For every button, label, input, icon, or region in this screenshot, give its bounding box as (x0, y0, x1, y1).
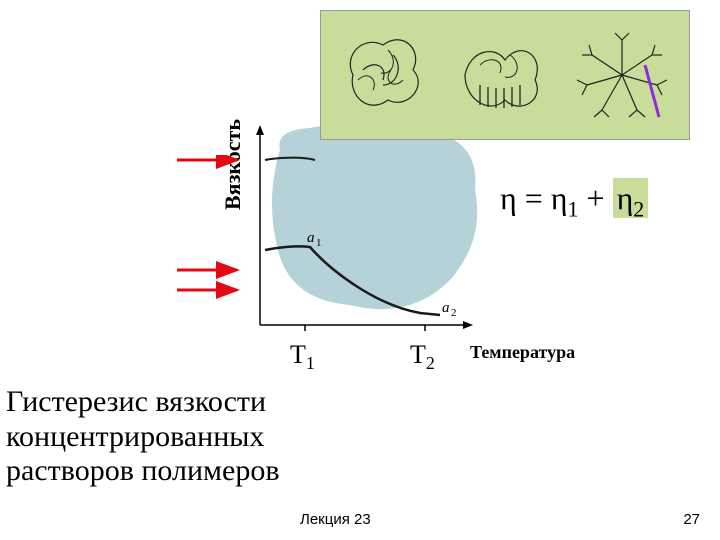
viscosity-equation: η = η1 + η2 (500, 180, 648, 222)
title-line-1: Гистерезис вязкости (6, 385, 280, 420)
eta-symbol: η (500, 180, 517, 216)
eta1-sub: 1 (568, 196, 579, 221)
title-line-3: растворов полимеров (6, 454, 280, 489)
molecule-sketch-2 (450, 25, 560, 125)
eta1-symbol: η (551, 180, 568, 216)
title-line-2: концентрированных (6, 420, 280, 455)
slide-title: Гистерезис вязкости концентрированных ра… (6, 385, 280, 489)
molecule-sketch-3 (567, 25, 677, 125)
molecule-sketch-1 (333, 25, 443, 125)
svg-text:1: 1 (316, 237, 322, 249)
svg-text:a: a (442, 300, 450, 316)
x-axis-label: Температура (470, 342, 575, 363)
svg-text:a: a (307, 230, 315, 246)
equals: = (517, 180, 551, 216)
plus-sign: + (579, 180, 613, 216)
footer-lecture: Лекция 23 (300, 511, 371, 528)
red-arrows-group (175, 155, 245, 330)
footer-page-number: 27 (683, 511, 700, 528)
eta2-term: η2 (613, 178, 649, 218)
t1-label: Т1 (290, 340, 315, 374)
t2-label: Т2 (410, 340, 435, 374)
hysteresis-chart: a 1 a 2 (245, 120, 475, 330)
svg-text:2: 2 (451, 307, 457, 319)
